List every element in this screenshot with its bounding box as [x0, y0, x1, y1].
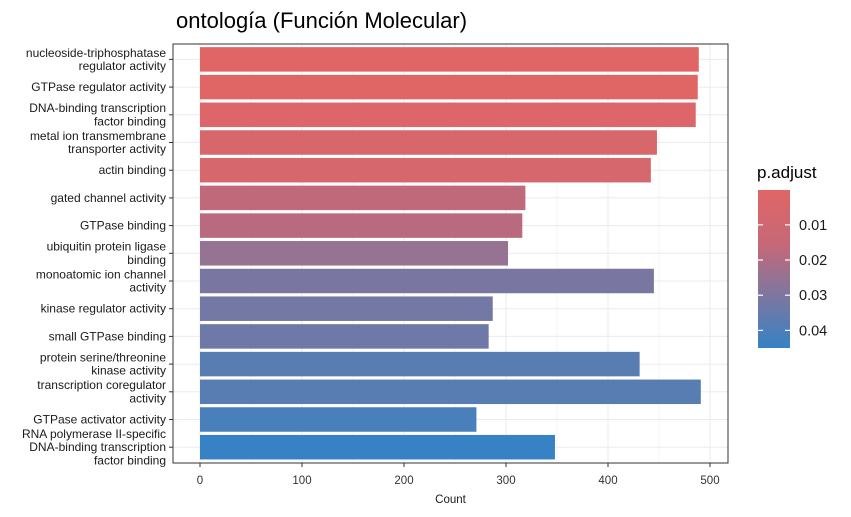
bar: [200, 268, 654, 294]
bar: [200, 157, 651, 183]
bar: [200, 74, 698, 100]
bars: [200, 47, 701, 460]
bar: [200, 213, 523, 238]
legend-title: p.adjust: [757, 163, 817, 182]
category-label: ubiquitin protein ligase binding: [47, 240, 167, 267]
x-axis-ticks: 0 100 200 300 400 500: [197, 463, 720, 487]
bar: [200, 434, 555, 460]
category-label: transcription coregulator activity: [37, 378, 166, 405]
x-tick-label: 0: [197, 475, 203, 487]
x-tick-label: 100: [292, 475, 311, 487]
category-label: nucleoside-triphosphatase regulator activ…: [26, 46, 166, 73]
category-label: small GTPase binding: [49, 329, 166, 343]
category-label: GTPase activator activity: [33, 413, 166, 427]
bar: [200, 407, 477, 432]
x-tick-label: 500: [700, 475, 719, 487]
color-legend: p.adjust 0.01 0.02 0.03 0.04: [757, 163, 827, 348]
legend-tick-label: 0.02: [799, 253, 827, 269]
x-tick-label: 400: [598, 475, 617, 487]
chart-title: ontología (Función Molecular): [176, 8, 467, 33]
bar: [200, 296, 493, 321]
x-axis-title: Count: [435, 494, 466, 506]
bar: [200, 185, 526, 211]
bar: [200, 351, 640, 377]
bar: [200, 241, 509, 266]
category-label: actin binding: [99, 163, 166, 177]
category-label: metal ion transmembrane transporter activ…: [30, 129, 166, 156]
bar: [200, 47, 699, 72]
bar: [200, 379, 701, 405]
category-label: GTPase regulator activity: [31, 80, 166, 94]
legend-tick-label: 0.01: [799, 218, 827, 234]
x-tick-label: 300: [496, 475, 515, 487]
bar: [200, 130, 657, 155]
category-label: protein serine/threonine kinase activity: [40, 351, 166, 378]
bar: [200, 324, 489, 349]
category-label: monoatomic ion channel activity: [36, 267, 166, 294]
legend-colorbar: [758, 190, 790, 348]
category-label: gated channel activity: [51, 191, 166, 205]
category-label: kinase regulator activity: [41, 302, 166, 316]
category-label: DNA-binding transcription factor binding: [29, 101, 166, 128]
category-label: RNA polymerase II-specific DNA-binding tr…: [22, 427, 166, 467]
legend-ticks: 0.01 0.02 0.03 0.04: [758, 218, 827, 339]
bar: [200, 102, 696, 128]
x-tick-label: 200: [394, 475, 413, 487]
legend-tick-label: 0.04: [799, 323, 827, 339]
category-labels: nucleoside-triphosphatase regulator activ…: [22, 46, 173, 467]
legend-tick-label: 0.03: [799, 288, 827, 304]
category-label: GTPase binding: [80, 219, 166, 233]
